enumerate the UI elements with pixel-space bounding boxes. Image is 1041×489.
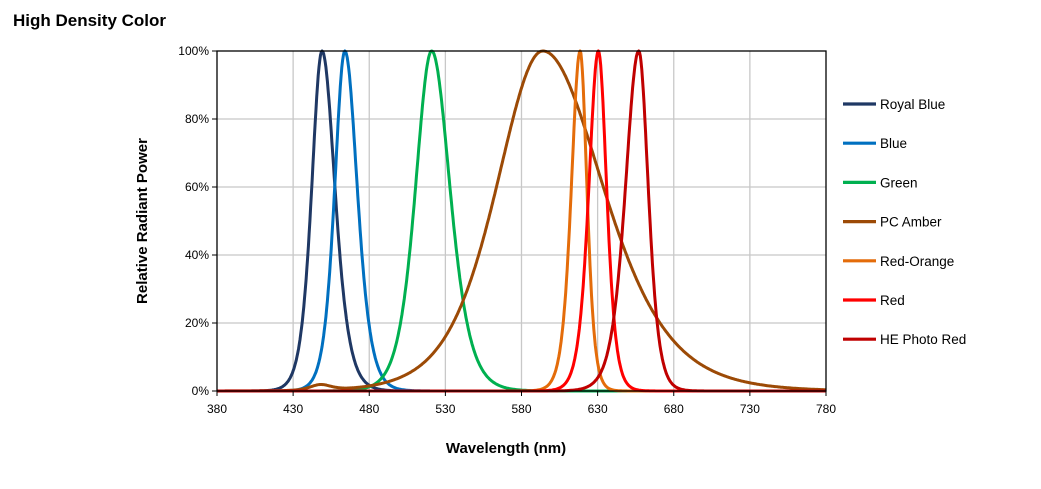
legend-item: Red-Orange — [843, 254, 954, 269]
legend-label: Blue — [880, 136, 907, 151]
y-axis-label: Relative Radiant Power — [134, 138, 151, 304]
y-tick-label: 80% — [185, 112, 209, 126]
x-tick-label: 380 — [207, 402, 227, 416]
legend-label: Green — [880, 175, 918, 190]
ticks: 380 430 480 530 580 630 680 730 780 0% 20% 40% 60% 80… — [178, 44, 836, 416]
y-tick-label: 40% — [185, 248, 209, 262]
y-tick-label: 20% — [185, 316, 209, 330]
x-tick-label: 430 — [283, 402, 303, 416]
y-tick-label: 0% — [192, 384, 210, 398]
x-axis-label: Wavelength (nm) — [446, 440, 566, 457]
legend-label: Red-Orange — [880, 254, 954, 269]
x-tick-label: 580 — [511, 402, 531, 416]
legend-label: Royal Blue — [880, 97, 945, 112]
legend-item: Green — [843, 175, 918, 190]
x-tick-label: 730 — [740, 402, 760, 416]
legend-label: PC Amber — [880, 215, 942, 230]
legend-label: HE Photo Red — [880, 332, 966, 347]
legend-item: Royal Blue — [843, 97, 945, 112]
legend: Royal Blue Blue Green PC Amber Red-Orange Red… — [843, 97, 966, 347]
legend-item: Red — [843, 293, 905, 308]
x-tick-label: 680 — [664, 402, 684, 416]
x-tick-label: 530 — [435, 402, 455, 416]
x-tick-label: 480 — [359, 402, 379, 416]
legend-item: PC Amber — [843, 215, 942, 230]
grid — [217, 51, 826, 391]
chart-title: High Density Color — [13, 11, 166, 30]
x-tick-label: 630 — [588, 402, 608, 416]
x-tick-label: 780 — [816, 402, 836, 416]
series-line-pc-amber — [216, 49, 827, 393]
legend-item: Blue — [843, 136, 907, 151]
legend-item: HE Photo Red — [843, 332, 966, 347]
y-tick-label: 100% — [178, 44, 209, 58]
legend-label: Red — [880, 293, 905, 308]
y-tick-label: 60% — [185, 180, 209, 194]
